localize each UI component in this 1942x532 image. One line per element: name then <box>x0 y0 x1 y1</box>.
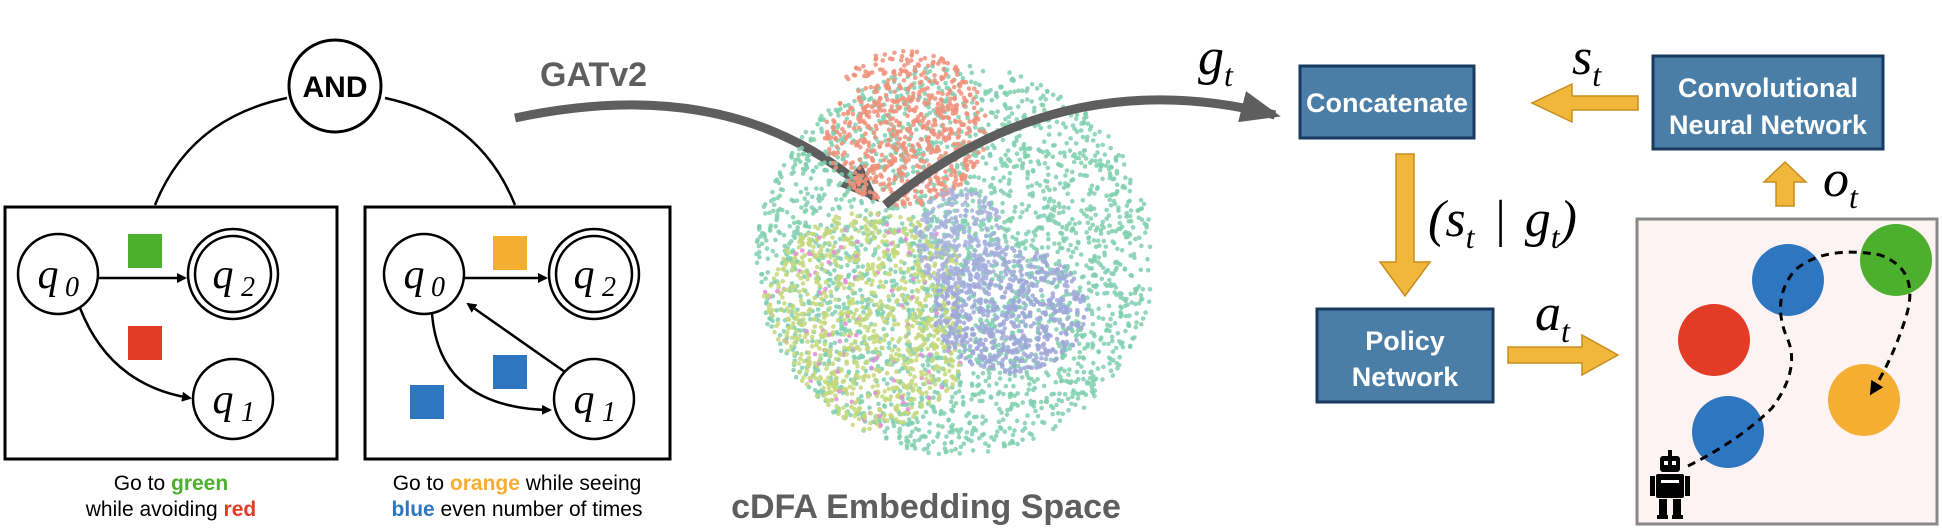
o-label: ot <box>1823 151 1859 215</box>
and-node-label: AND <box>303 71 368 104</box>
green-square-icon <box>128 234 162 268</box>
env-orange-ball <box>1828 364 1900 436</box>
dfa-left-q0-label: q <box>38 252 59 298</box>
policy-box <box>1315 307 1495 404</box>
dfa-right-caption-line2: blue even number of times <box>392 498 643 521</box>
env-green-ball <box>1860 224 1932 296</box>
observation-arrow <box>1762 160 1808 207</box>
dfa-left-state-q2 <box>186 227 280 321</box>
concat-to-policy-arrow <box>1378 153 1432 298</box>
embedding-cloud <box>754 49 1153 457</box>
a-label: at <box>1535 285 1571 349</box>
dfa-right-q2-label: q <box>574 252 595 298</box>
dfa-left-q1-label: q <box>213 377 234 423</box>
env-blue-ball-bottom <box>1692 396 1764 468</box>
dfa-right-state-q2 <box>547 227 641 321</box>
dfa-left-caption-line1: Go to green <box>114 472 228 495</box>
dfa-left-q2-sub: 2 <box>241 272 255 303</box>
policy-label-line1: Policy <box>1365 326 1445 356</box>
dfa-left-edge-q0-q1 <box>78 307 192 402</box>
concatenate-label: Concatenate <box>1306 88 1468 118</box>
dfa-right-edge-q0-q1 <box>430 313 552 415</box>
embedding-label: cDFA Embedding Space <box>731 488 1121 526</box>
and-node <box>287 38 383 134</box>
dfa-right-state-q0 <box>382 232 466 316</box>
robot-icon <box>1650 450 1690 519</box>
dfa-right-state-q1 <box>552 357 636 441</box>
blue-square-icon-2 <box>410 385 444 419</box>
and-connectors <box>153 96 517 206</box>
policy-label-line2: Network <box>1352 362 1460 392</box>
dfa-left-state-q0 <box>16 232 100 316</box>
dfa-right-edge-q1-q0 <box>466 302 566 374</box>
env-blue-ball-top <box>1752 244 1824 316</box>
concatenate-box <box>1298 64 1476 140</box>
dfa-left-caption-line2: while avoiding red <box>85 498 256 521</box>
goal-embedding-arrow <box>882 91 1281 209</box>
dfa-left-q1-sub: 1 <box>241 397 255 428</box>
dfa-right-q1-sub: 1 <box>602 397 616 428</box>
state-goal-label: (st | gt) <box>1428 191 1577 255</box>
dfa-left-q0-sub: 0 <box>65 272 79 303</box>
agent-trajectory <box>1687 250 1912 468</box>
cnn-label-line1: Convolutional <box>1678 73 1858 103</box>
cnn-box <box>1651 54 1885 151</box>
dfa-left-q2-label: q <box>213 252 234 298</box>
state-arrow <box>1530 82 1639 124</box>
action-arrow <box>1507 333 1620 377</box>
s-label: st <box>1572 29 1602 93</box>
gnn-label: GATv2 <box>540 56 647 94</box>
red-square-icon <box>128 326 162 360</box>
dfa-right-q0-label: q <box>404 252 425 298</box>
g-label: gt <box>1198 29 1234 93</box>
cnn-label-line2: Neural Network <box>1669 110 1868 140</box>
env-red-ball <box>1678 304 1750 376</box>
blue-square-icon <box>493 355 527 389</box>
dfa-right-q1-label: q <box>574 377 595 423</box>
dfa-right-q0-sub: 0 <box>431 272 445 303</box>
dfa-left: q 0 q 2 q 1 <box>3 205 339 461</box>
dfa-right: q 0 q 2 q 1 <box>363 205 672 461</box>
dfa-right-caption-line1: Go to orange while seeing <box>393 472 642 495</box>
dfa-right-q2-sub: 2 <box>602 272 616 303</box>
orange-square-icon <box>493 236 527 270</box>
dfa-left-state-q1 <box>191 357 275 441</box>
